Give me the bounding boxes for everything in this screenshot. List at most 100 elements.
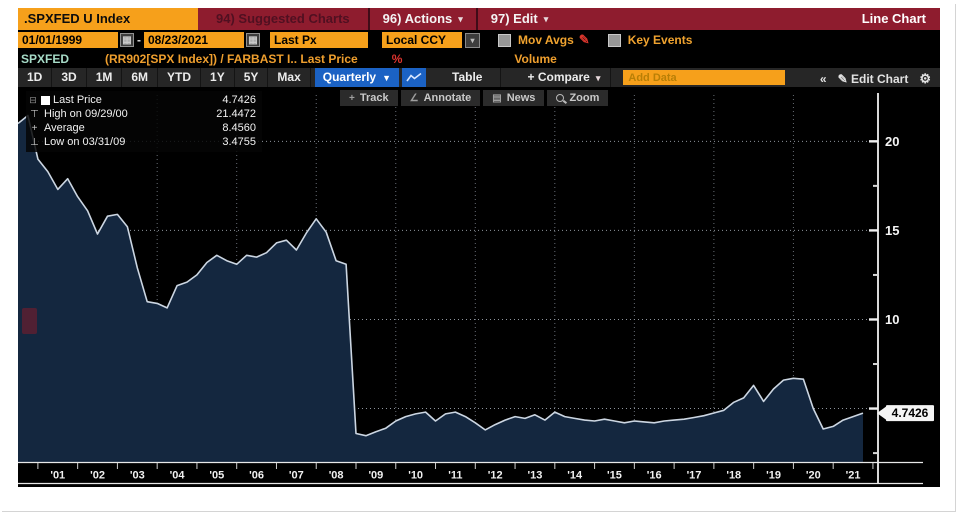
axis-label: '06 <box>249 470 264 482</box>
y-axis-minor-tick <box>873 452 878 455</box>
pencil-icon[interactable]: ✎ <box>578 32 590 47</box>
track-label: Track <box>359 92 389 104</box>
mov-avgs-label: Mov Avgs <box>518 33 574 47</box>
percent-toggle[interactable]: % <box>391 52 403 66</box>
y-axis-tick <box>869 407 878 410</box>
calendar-icon[interactable]: ▦ <box>246 33 260 47</box>
range-button-5y[interactable]: 5Y <box>235 68 269 87</box>
legend-row-high[interactable]: ⊤ High on 09/29/00 21.4472 <box>28 107 256 121</box>
axis-label: '15 <box>607 470 622 482</box>
news-button[interactable]: ▤ News <box>483 90 545 106</box>
menu-edit[interactable]: 97) Edit ▾ <box>475 8 562 30</box>
date-from-field[interactable]: 01/01/1999 <box>18 32 118 48</box>
annotate-label: Annotate <box>423 92 472 104</box>
legend-label: Average <box>44 122 85 134</box>
range-button-6m[interactable]: 6M <box>122 68 159 87</box>
line-chart-type-button[interactable] <box>402 68 427 87</box>
axis-label: 4.7426 <box>892 406 929 420</box>
range-button-1d[interactable]: 1D <box>18 68 53 87</box>
mov-avgs-checkbox[interactable] <box>498 33 511 47</box>
axis-label: 20 <box>885 134 899 149</box>
y-axis-tick <box>869 318 878 321</box>
chart-toolbar: 1D 3D 1M 6M YTD 1Y 5Y Max Quarterly ▼ Ta… <box>18 68 940 87</box>
compare-button[interactable]: + Compare ▾ <box>517 68 612 87</box>
chevron-down-icon: ▾ <box>595 73 601 83</box>
price-area <box>18 115 863 462</box>
period-select-quarterly[interactable]: Quarterly ▼ <box>314 68 400 87</box>
menu-suggested-charts[interactable]: 94) Suggested Charts <box>216 11 350 26</box>
legend-value: 21.4472 <box>216 108 256 120</box>
magnifier-icon <box>556 94 565 102</box>
key-events-checkbox[interactable] <box>607 33 621 47</box>
add-data-input[interactable] <box>623 70 786 85</box>
chart-mode-label: Line Chart <box>861 11 926 26</box>
range-button-1m[interactable]: 1M <box>87 68 123 87</box>
toolbar-right-cluster: « ✎ Edit Chart ⚙ <box>811 68 940 87</box>
date-range-dash: - <box>137 33 141 47</box>
axis-label: '13 <box>528 470 543 482</box>
collapse-panel-button[interactable]: « <box>819 71 827 86</box>
axis-label: '21 <box>846 470 861 482</box>
gear-icon[interactable]: ⚙ <box>919 70 931 86</box>
edit-chart-button[interactable]: ✎ Edit Chart <box>838 72 909 86</box>
watermark <box>22 308 37 334</box>
news-icon: ▤ <box>492 92 502 104</box>
legend-row-last-price[interactable]: ⊟ Last Price 4.7426 <box>28 93 256 107</box>
zoom-button[interactable]: Zoom <box>547 90 609 106</box>
chevron-down-icon: ▼ <box>382 73 392 83</box>
track-button[interactable]: + Track <box>340 90 398 106</box>
volume-toggle[interactable]: Volume <box>514 52 557 66</box>
menu-actions[interactable]: 96) Actions ▾ <box>367 8 476 30</box>
price-field-select[interactable]: Last Px <box>270 32 368 48</box>
legend-row-low[interactable]: ⊥ Low on 03/31/09 3.4755 <box>28 135 256 149</box>
axis-label: '08 <box>329 470 344 482</box>
last-price-badge-arrow <box>877 406 886 420</box>
high-marker-icon: ⊤ <box>30 108 39 120</box>
currency-select[interactable]: Local CCY <box>382 32 462 48</box>
axis-label: '19 <box>766 470 781 482</box>
menu-actions-label: 96) Actions <box>382 11 453 26</box>
news-label: News <box>506 92 536 104</box>
y-axis-minor-tick <box>873 273 878 276</box>
y-axis-minor-tick <box>873 363 878 366</box>
calendar-icon[interactable]: ▦ <box>120 33 134 47</box>
currency-dropdown-button[interactable]: ▾ <box>465 32 480 48</box>
legend-value: 8.4560 <box>222 122 256 134</box>
axis-label: '09 <box>368 470 383 482</box>
range-button-3d[interactable]: 3D <box>52 68 87 87</box>
range-button-1y[interactable]: 1Y <box>201 68 235 87</box>
legend-row-average[interactable]: + Average 8.4560 <box>28 121 256 135</box>
ticker-label: SPXFED <box>21 52 70 66</box>
range-button-max[interactable]: Max <box>268 68 311 87</box>
y-axis-tick <box>869 229 878 232</box>
axis-label: '14 <box>567 470 583 482</box>
terminal-window: .SPXFED U Index 94) Suggested Charts 96)… <box>18 8 940 487</box>
legend-value: 4.7426 <box>222 94 256 106</box>
axis-label: '18 <box>726 470 741 482</box>
price-line <box>18 114 864 437</box>
zoom-label: Zoom <box>569 92 600 104</box>
price-chart[interactable]: 20 15 10 4.7426 '01 '02 '03 '04 '05 '06 '07 '08 '09 '… <box>18 87 940 487</box>
axis-label: '04 <box>170 470 186 482</box>
axis-label: '07 <box>289 470 304 482</box>
range-button-ytd[interactable]: YTD <box>158 68 202 87</box>
legend-label: High on 09/29/00 <box>44 108 128 120</box>
pencil-icon: ✎ <box>837 71 848 86</box>
security-row: SPXFED (RR902[SPX Index]) / FARBAST I.. … <box>18 50 940 68</box>
axis-label: '01 <box>50 470 65 482</box>
axis-label: '10 <box>408 470 423 482</box>
axis-label: 10 <box>885 312 899 327</box>
security-title[interactable]: .SPXFED U Index <box>18 8 198 30</box>
angle-icon: ∠ <box>409 92 419 104</box>
legend-collapse-icon[interactable]: ⊟ <box>29 94 37 105</box>
annotate-button[interactable]: ∠ Annotate <box>400 90 481 106</box>
axis-label: '12 <box>488 470 503 482</box>
edit-chart-label: Edit Chart <box>851 71 909 86</box>
date-to-field[interactable]: 08/23/2021 <box>144 32 244 48</box>
y-axis-minor-tick <box>873 184 878 187</box>
title-bar: .SPXFED U Index 94) Suggested Charts 96)… <box>18 8 940 30</box>
average-marker-icon: + <box>31 122 38 134</box>
axis-label: '02 <box>90 470 105 482</box>
table-button[interactable]: Table <box>434 68 502 87</box>
chart-tools-bar: + Track ∠ Annotate ▤ News Zoom <box>340 90 609 106</box>
